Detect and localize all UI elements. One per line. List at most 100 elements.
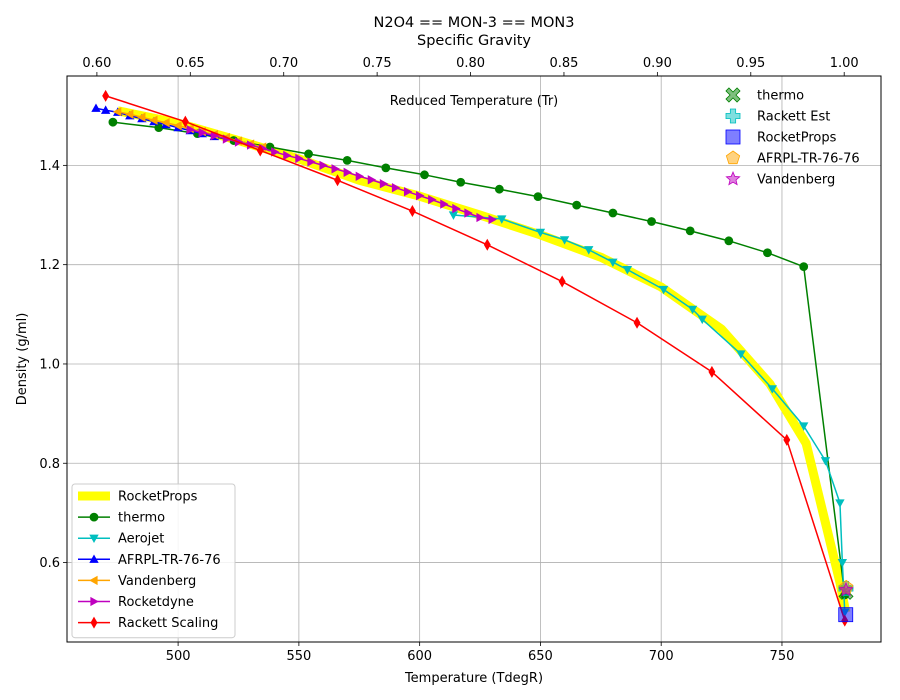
data-point <box>799 262 809 272</box>
data-point <box>440 199 449 209</box>
data-point <box>647 217 656 226</box>
data-point <box>319 160 328 171</box>
data-point <box>685 226 695 236</box>
legend-label: AFRPL-TR-76-76 <box>757 152 860 167</box>
data-point <box>533 192 543 202</box>
data-point <box>820 457 831 466</box>
top-tick-label: 0.60 <box>82 56 111 71</box>
data-point <box>464 208 473 218</box>
data-point <box>295 153 304 164</box>
data-point <box>708 365 716 378</box>
legend-label: Aerojet <box>118 532 164 547</box>
data-point <box>100 105 111 114</box>
data-point <box>161 117 170 128</box>
data-point <box>102 89 110 102</box>
data-point <box>476 212 485 223</box>
data-point <box>456 177 466 187</box>
x-tick-label: 750 <box>770 649 795 664</box>
legend-label: thermo <box>757 89 804 104</box>
y-tick-label: 0.6 <box>39 556 60 571</box>
data-point <box>181 115 189 128</box>
data-point <box>736 350 746 359</box>
data-point <box>186 124 196 135</box>
data-point <box>391 183 401 193</box>
data-point <box>799 422 809 431</box>
data-point <box>763 248 772 258</box>
data-point <box>488 214 497 225</box>
y-tick-label: 0.8 <box>39 457 60 472</box>
data-point <box>355 171 365 181</box>
data-point <box>271 147 280 157</box>
data-point <box>767 385 777 394</box>
top-tick-label: 0.70 <box>269 56 298 71</box>
data-point <box>334 174 341 187</box>
data-point <box>559 236 570 245</box>
legend-label: Rackett Scaling <box>118 616 218 631</box>
data-point <box>283 150 292 161</box>
legend-marker <box>725 170 741 186</box>
legend-label: RocketProps <box>118 490 198 505</box>
axis-ticks: 500 550 600 650 700 750 0.6 0.8 1.0 1.2 1.4 0.60 0.6… <box>39 56 858 664</box>
data-point <box>91 103 101 112</box>
series-aerojet <box>448 211 850 618</box>
plot-area <box>66 75 882 643</box>
legend-label: AFRPL-TR-76-76 <box>118 553 221 568</box>
data-point <box>304 149 313 159</box>
legend-marker <box>725 108 741 124</box>
data-point <box>697 315 707 325</box>
x-tick-label: 700 <box>649 649 674 664</box>
legend-label: thermo <box>118 511 165 526</box>
legend-label: Rocketdyne <box>118 595 194 610</box>
data-point <box>687 305 698 315</box>
legend-marker <box>725 87 741 103</box>
data-point <box>497 215 507 224</box>
data-point <box>331 164 340 174</box>
data-point <box>483 238 491 251</box>
grid <box>67 76 881 642</box>
data-point <box>112 107 122 117</box>
legend-marker <box>89 512 99 522</box>
y-tick-label: 1.0 <box>39 357 60 372</box>
data-point <box>494 184 504 194</box>
legend-marker <box>90 616 98 629</box>
data-point <box>724 236 734 246</box>
critical-point-vandenberg <box>838 581 854 597</box>
top-tick-label: 1.00 <box>830 56 859 71</box>
x-tick-label: 600 <box>407 649 432 664</box>
data-point <box>608 258 618 268</box>
reduced-temperature-label: Reduced Temperature (Tr) <box>390 94 558 109</box>
data-point <box>108 117 118 127</box>
legend-points: thermo Rackett Est RocketProps AFRPL-TR-76-… <box>725 87 860 188</box>
legend-label: RocketProps <box>757 131 837 146</box>
x-axis-label: Temperature (TdegR) <box>404 671 543 686</box>
data-point <box>342 156 352 165</box>
data-point <box>558 275 566 288</box>
legend-marker <box>725 150 741 165</box>
data-point <box>416 190 425 201</box>
y-tick-label: 1.4 <box>39 159 60 174</box>
y-axis-label: Density (g/ml) <box>15 313 30 406</box>
data-point <box>584 246 594 255</box>
x-tick-label: 550 <box>286 649 311 664</box>
top-tick-label: 0.95 <box>736 56 765 71</box>
data-point <box>452 203 461 214</box>
data-point <box>608 208 618 218</box>
legend-marker <box>725 129 741 145</box>
series-group <box>91 89 851 627</box>
data-point <box>403 187 413 197</box>
legend-box <box>71 483 236 639</box>
data-point <box>428 194 437 205</box>
critical-point-rocketprops <box>838 607 854 623</box>
data-point <box>379 179 389 189</box>
legend-marker <box>89 554 99 563</box>
data-point <box>149 115 158 125</box>
data-point <box>198 127 208 138</box>
data-point <box>343 167 353 177</box>
data-point <box>572 200 582 210</box>
top-tick-label: 0.80 <box>456 56 485 71</box>
legend-marker <box>89 534 99 544</box>
legend-label: Rackett Est <box>757 110 830 125</box>
legend-label: Vandenberg <box>757 173 835 188</box>
data-point <box>408 205 416 218</box>
